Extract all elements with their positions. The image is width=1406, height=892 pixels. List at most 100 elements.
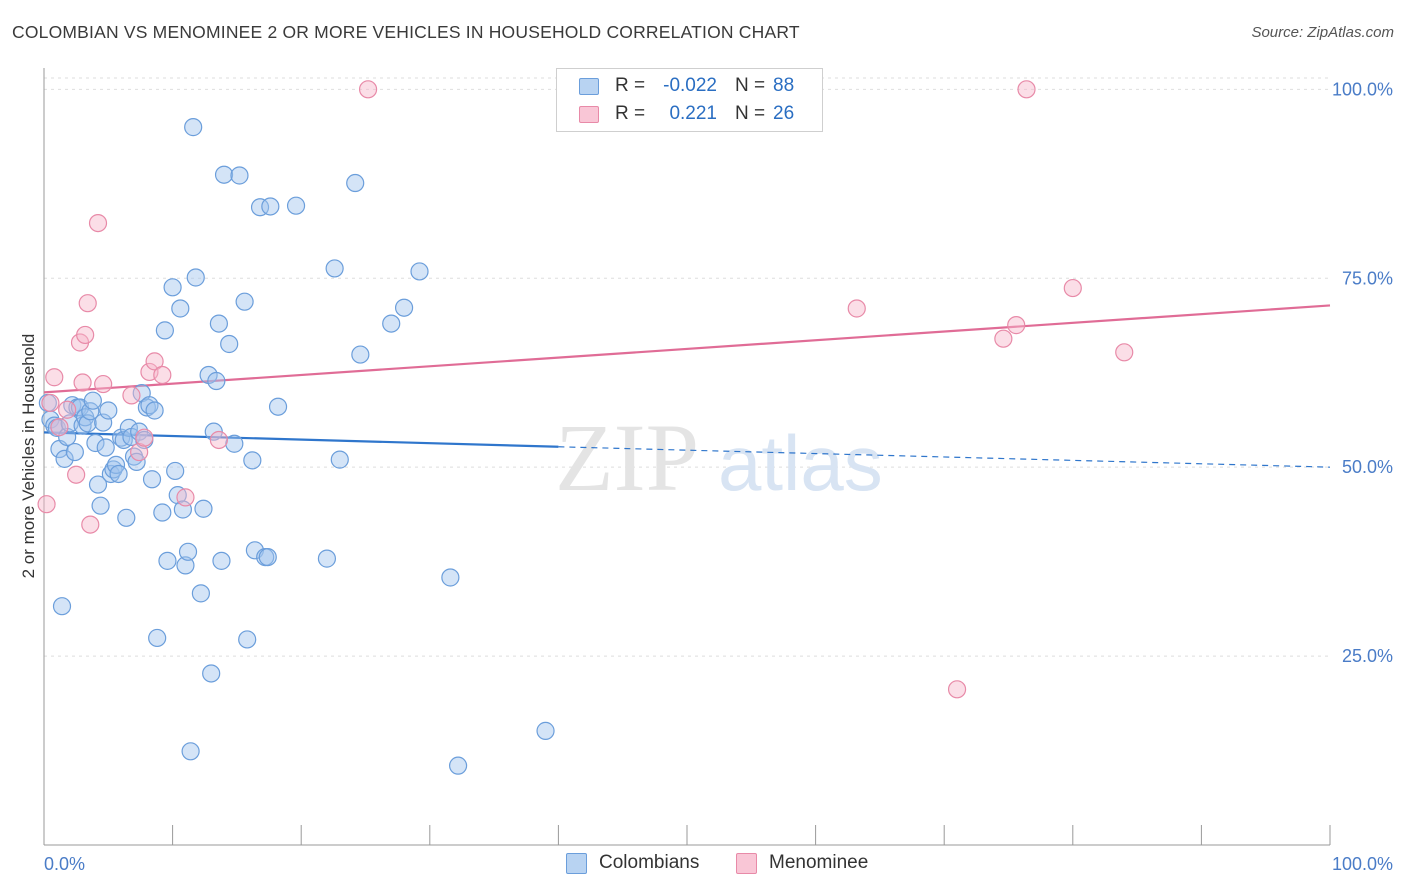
point-colombians: [86, 433, 105, 453]
legend-item-colombians: Colombians: [566, 852, 699, 874]
point-colombians: [194, 499, 213, 518]
point-colombians: [448, 756, 468, 775]
point-colombians: [158, 551, 177, 570]
point-colombians: [163, 278, 182, 297]
legend-swatch-colombians: [566, 852, 587, 874]
point-colombians: [238, 630, 257, 649]
x-tick-label: 0.0%: [44, 854, 85, 874]
point-colombians: [55, 449, 74, 468]
point-colombians: [317, 549, 337, 568]
legend-n-label: N =: [735, 103, 766, 124]
point-menominee: [78, 294, 97, 313]
data-points: [37, 80, 1134, 775]
point-colombians: [230, 166, 249, 185]
point-menominee: [1115, 343, 1134, 362]
point-menominee: [176, 488, 195, 507]
legend-item-menominee: Menominee: [736, 852, 868, 874]
point-menominee: [358, 80, 378, 99]
point-colombians: [330, 450, 349, 469]
watermark: ZIP atlas: [555, 404, 883, 511]
point-colombians: [166, 461, 185, 481]
point-colombians: [91, 496, 110, 515]
point-colombians: [88, 475, 108, 494]
point-menominee: [122, 386, 141, 405]
legend-r-value: 0.221: [669, 103, 717, 124]
point-colombians: [410, 262, 429, 281]
point-menominee: [58, 400, 77, 419]
point-colombians: [202, 664, 221, 683]
y-tick-label: 50.0%: [1342, 457, 1393, 477]
point-colombians: [346, 173, 365, 193]
point-colombians: [351, 345, 370, 364]
point-menominee: [847, 299, 866, 318]
point-colombians: [142, 470, 162, 489]
point-colombians: [148, 628, 167, 648]
legend-r-label: R =: [615, 103, 646, 124]
chart-title: COLOMBIAN VS MENOMINEE 2 OR MORE VEHICLE…: [12, 22, 800, 42]
legend-label-colombians: Colombians: [599, 852, 700, 873]
point-menominee: [45, 368, 64, 387]
point-menominee: [145, 352, 164, 371]
axes: [43, 68, 1331, 846]
gridlines: [44, 77, 1330, 657]
point-colombians: [186, 268, 205, 287]
point-colombians: [441, 568, 460, 587]
point-menominee: [1063, 278, 1082, 298]
legend-row-colombians: R = -0.022 N = 88: [579, 74, 794, 98]
point-menominee: [994, 329, 1013, 348]
point-menominee: [153, 365, 172, 385]
point-colombians: [209, 314, 228, 333]
point-colombians: [261, 197, 280, 216]
point-colombians: [140, 396, 159, 415]
point-colombians: [153, 503, 172, 522]
point-menominee: [88, 213, 108, 233]
point-colombians: [325, 259, 344, 278]
point-menominee: [81, 515, 100, 534]
point-colombians: [94, 413, 113, 432]
point-menominee: [76, 325, 95, 345]
point-menominee: [1007, 316, 1026, 335]
point-colombians: [181, 742, 200, 761]
correlation-legend: R = -0.022 N = 88 R = 0.221 N = 26: [556, 68, 823, 132]
point-colombians: [99, 401, 118, 420]
point-colombians: [207, 371, 226, 391]
point-colombians: [212, 551, 231, 570]
point-menominee: [135, 428, 154, 447]
watermark-atlas: atlas: [718, 419, 883, 507]
watermark-zip: ZIP: [555, 404, 699, 511]
legend-r-value: -0.022: [663, 75, 717, 96]
point-colombians: [536, 721, 555, 740]
point-colombians: [225, 434, 244, 453]
x-tick-label: 100.0%: [1332, 854, 1393, 874]
legend-swatch-colombians: [579, 77, 599, 95]
point-colombians: [191, 584, 210, 603]
chart-source: Source: ZipAtlas.com: [1251, 24, 1394, 41]
point-colombians: [268, 397, 288, 416]
point-colombians: [178, 542, 198, 561]
point-colombians: [171, 299, 190, 318]
y-tick-label: 100.0%: [1332, 79, 1393, 99]
point-menominee: [94, 374, 113, 394]
point-colombians: [235, 292, 254, 311]
point-colombians: [184, 118, 203, 137]
point-menominee: [947, 680, 967, 699]
point-colombians: [250, 198, 270, 217]
point-colombians: [176, 556, 195, 575]
point-menominee: [37, 495, 56, 514]
point-colombians: [58, 427, 77, 447]
point-colombians: [117, 508, 136, 527]
tick-labels: 25.0% 50.0% 75.0% 100.0% 0.0% 100.0%: [44, 79, 1393, 874]
point-colombians: [81, 402, 100, 421]
trend-line-colombians-extension: [558, 446, 1331, 468]
point-colombians: [83, 391, 102, 410]
trend-line-menominee: [43, 304, 1331, 394]
series-legend: Colombians Menominee: [0, 852, 1406, 878]
legend-n-value: 88: [773, 75, 795, 96]
y-tick-label: 75.0%: [1342, 268, 1393, 288]
legend-swatch-menominee: [579, 105, 599, 123]
legend-row-menominee: R = 0.221 N = 26: [579, 102, 794, 126]
point-colombians: [394, 298, 414, 317]
point-colombians: [286, 196, 306, 215]
point-colombians: [382, 314, 401, 333]
